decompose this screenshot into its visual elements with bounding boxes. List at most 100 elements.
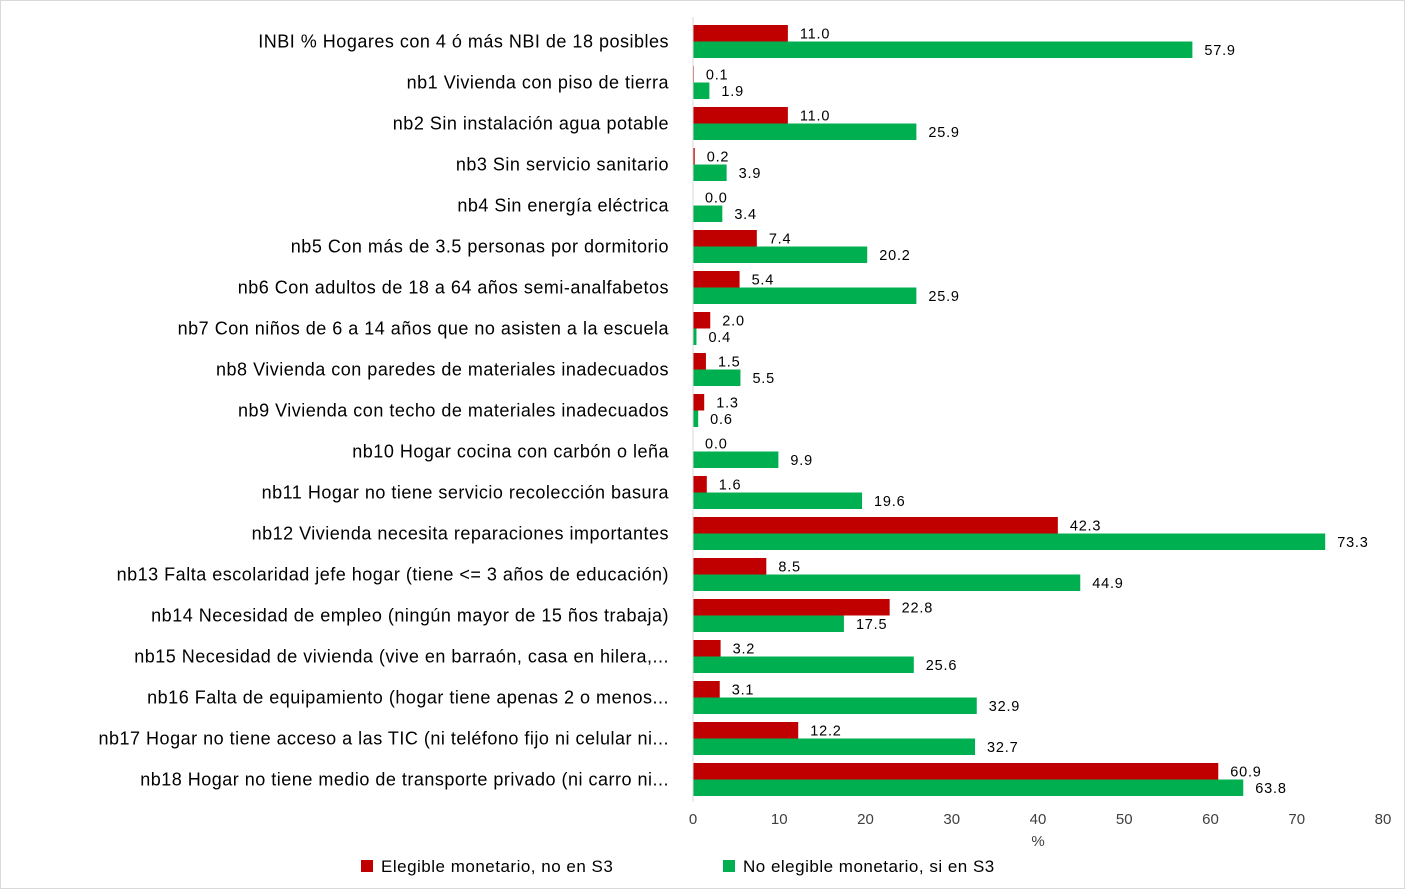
- category-label: nb14 Necesidad de empleo (ningún mayor d…: [151, 606, 669, 626]
- legend-swatch: [723, 860, 735, 872]
- data-label: 12.2: [810, 723, 841, 739]
- category-label: nb4 Sin energía eléctrica: [457, 196, 669, 216]
- x-tick-label: 70: [1288, 811, 1305, 828]
- data-label: 9.9: [790, 453, 813, 469]
- category-label: nb1 Vivienda con piso de tierra: [407, 73, 670, 93]
- bar-no-elegible-monetario: [693, 164, 727, 181]
- x-tick-label: 50: [1116, 811, 1133, 828]
- bar-elegible-monetario: [693, 312, 711, 329]
- category-label: nb16 Falta de equipamiento (hogar tiene …: [147, 688, 669, 708]
- data-label: 42.3: [1070, 518, 1101, 534]
- bar-elegible-monetario: [693, 476, 707, 493]
- legend-swatch: [361, 860, 373, 872]
- bar-no-elegible-monetario: [693, 492, 863, 509]
- data-label: 0.6: [710, 412, 733, 428]
- x-tick-label: 30: [943, 811, 960, 828]
- data-label: 0.1: [706, 67, 729, 83]
- bar-no-elegible-monetario: [693, 369, 741, 386]
- data-label: 25.9: [928, 125, 959, 141]
- bar-no-elegible-monetario: [693, 656, 914, 673]
- bar-no-elegible-monetario: [693, 82, 710, 99]
- data-label: 1.3: [716, 395, 739, 411]
- bar-no-elegible-monetario: [693, 697, 977, 714]
- category-label: nb17 Hogar no tiene acceso a las TIC (ni…: [99, 729, 669, 749]
- data-label: 0.0: [705, 436, 728, 452]
- legend-item-elegible: Elegible monetario, no en S3: [361, 857, 613, 876]
- data-label: 25.9: [928, 289, 959, 305]
- bar-no-elegible-monetario: [693, 533, 1326, 550]
- data-label: 0.2: [707, 149, 730, 165]
- category-label: nb2 Sin instalación agua potable: [393, 114, 669, 134]
- bar-elegible-monetario: [693, 722, 799, 739]
- bar-no-elegible-monetario: [693, 287, 917, 304]
- bar-elegible-monetario: [693, 763, 1219, 780]
- x-tick-label: 10: [771, 811, 788, 828]
- bar-elegible-monetario: [693, 640, 721, 657]
- category-label: nb12 Vivienda necesita reparaciones impo…: [252, 524, 669, 544]
- data-label: 1.5: [718, 354, 741, 370]
- data-label: 44.9: [1092, 576, 1123, 592]
- data-label: 60.9: [1230, 764, 1261, 780]
- bar-no-elegible-monetario: [693, 779, 1244, 796]
- category-label: nb3 Sin servicio sanitario: [456, 155, 669, 175]
- category-label: nb5 Con más de 3.5 personas por dormitor…: [291, 237, 669, 257]
- category-label: nb11 Hogar no tiene servicio recolección…: [262, 483, 670, 503]
- x-tick-label: 80: [1375, 811, 1392, 828]
- x-tick-label: 60: [1202, 811, 1219, 828]
- data-label: 32.9: [989, 699, 1020, 715]
- bar-elegible-monetario: [693, 599, 890, 616]
- bar-no-elegible-monetario: [693, 615, 844, 632]
- bar-no-elegible-monetario: [693, 246, 868, 263]
- bar-no-elegible-monetario: [693, 451, 779, 468]
- data-label: 0.4: [708, 330, 731, 346]
- data-label: 1.6: [719, 477, 742, 493]
- bar-no-elegible-monetario: [693, 410, 699, 427]
- bar-elegible-monetario: [693, 230, 757, 247]
- category-labels: INBI % Hogares con 4 ó más NBI de 18 pos…: [99, 32, 670, 790]
- bars-group: [693, 25, 1326, 796]
- category-label: nb10 Hogar cocina con carbón o leña: [352, 442, 669, 462]
- data-label: 19.6: [874, 494, 905, 510]
- data-label: 3.1: [732, 682, 755, 698]
- bar-no-elegible-monetario: [693, 205, 723, 222]
- bar-elegible-monetario: [693, 558, 767, 575]
- data-label: 8.5: [778, 559, 801, 575]
- data-label: 5.5: [752, 371, 775, 387]
- data-label: 5.4: [752, 272, 775, 288]
- bar-elegible-monetario: [693, 681, 720, 698]
- legend-item-no-elegible: No elegible monetario, si en S3: [723, 857, 995, 876]
- category-label: nb6 Con adultos de 18 a 64 años semi-ana…: [238, 278, 669, 298]
- value-labels: 11.0 57.9 0.11.9 11.0 25.9 0.2 3.9 0.0 3.4 7.4 20.…: [705, 26, 1368, 797]
- legend: Elegible monetario, no en S3 No elegible …: [361, 857, 995, 876]
- data-label: 32.7: [987, 740, 1018, 756]
- category-label: nb8 Vivienda con paredes de materiales i…: [216, 360, 669, 380]
- bar-elegible-monetario: [693, 271, 740, 288]
- category-label: nb18 Hogar no tiene medio de transporte …: [140, 770, 669, 790]
- data-label: 3.2: [733, 641, 756, 657]
- bar-no-elegible-monetario: [693, 574, 1081, 591]
- legend-label: No elegible monetario, si en S3: [743, 857, 995, 876]
- data-label: 7.4: [769, 231, 792, 247]
- bar-elegible-monetario: [693, 394, 705, 411]
- data-label: 63.8: [1255, 781, 1286, 797]
- bar-no-elegible-monetario: [693, 738, 976, 755]
- bar-no-elegible-monetario: [693, 41, 1193, 58]
- data-label: 3.9: [739, 166, 762, 182]
- data-label: 20.2: [879, 248, 910, 264]
- data-label: 73.3: [1337, 535, 1368, 551]
- bar-elegible-monetario: [693, 353, 706, 370]
- data-label: 17.5: [856, 617, 887, 633]
- category-label: nb15 Necesidad de vivienda (vive en barr…: [134, 647, 669, 667]
- category-label: nb7 Con niños de 6 a 14 años que no asis…: [178, 319, 670, 339]
- data-label: 0.0: [705, 190, 728, 206]
- x-tick-label: 40: [1030, 811, 1047, 828]
- data-label: 11.0: [800, 26, 830, 42]
- bar-elegible-monetario: [693, 517, 1058, 534]
- category-label: INBI % Hogares con 4 ó más NBI de 18 pos…: [258, 32, 669, 52]
- legend-label: Elegible monetario, no en S3: [381, 857, 613, 876]
- data-label: 25.6: [926, 658, 957, 674]
- x-axis-title: %: [1031, 833, 1044, 850]
- data-label: 3.4: [734, 207, 757, 223]
